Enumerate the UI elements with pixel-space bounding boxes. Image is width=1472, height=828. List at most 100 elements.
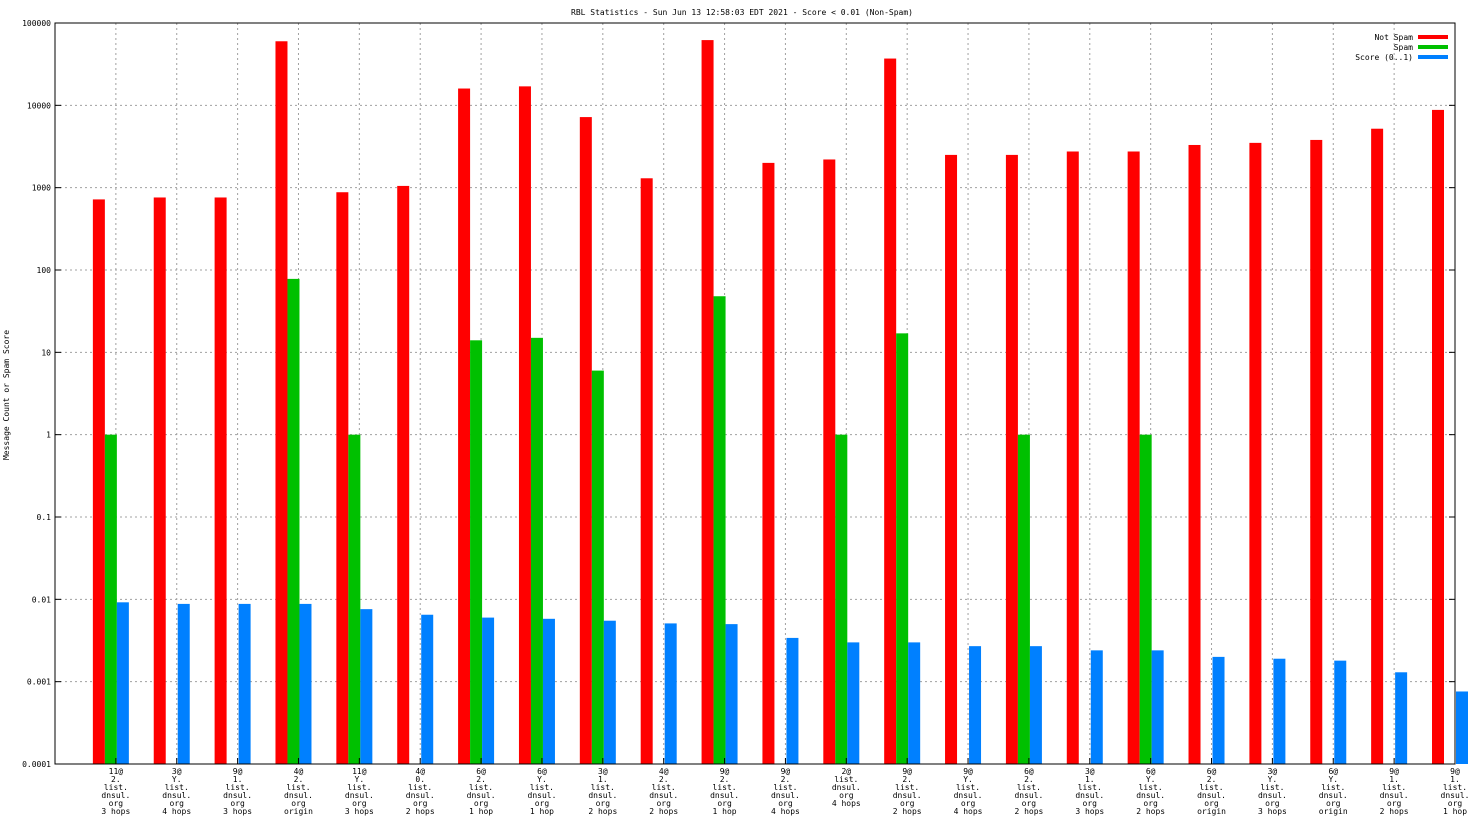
x-tick-label: 9@ Y. list. dnsul. org 4 hops xyxy=(954,767,983,816)
bar-not-spam xyxy=(92,199,105,764)
bar-not-spam xyxy=(214,197,227,764)
x-tick-label: 6@ 2. list. dnsul. org origin xyxy=(1197,767,1226,816)
x-tick-label: 9@ 1. list. dnsul. org 1 hop xyxy=(1441,767,1470,816)
x-tick-label: 9@ 2. list. dnsul. org 1 hop xyxy=(710,767,739,816)
bar-score-0-1- xyxy=(1151,650,1164,764)
bar-score-0-1- xyxy=(1029,646,1042,764)
bar-spam xyxy=(835,434,848,764)
bar-not-spam xyxy=(275,41,288,764)
legend-swatch xyxy=(1418,45,1448,49)
x-tick-label: 11@ 2. list. dnsul. org 3 hops xyxy=(101,767,130,816)
bar-spam xyxy=(530,337,543,764)
x-tick-label: 3@ 1. list. dnsul. org 2 hops xyxy=(588,767,617,816)
bar-spam xyxy=(713,296,726,764)
bar-not-spam xyxy=(458,88,471,764)
x-tick-label: 4@ 2. list. dnsul. org origin xyxy=(284,767,313,816)
x-tick-label: 2@ list. dnsul. org 4 hops xyxy=(832,767,861,808)
bar-spam xyxy=(1017,434,1030,764)
bar-score-0-1- xyxy=(969,646,982,764)
bar-spam xyxy=(1139,434,1152,764)
grid-lines xyxy=(55,23,1456,764)
y-tick-label: 0.001 xyxy=(27,678,51,687)
chart-title: RBL Statistics - Sun Jun 13 12:58:03 EDT… xyxy=(571,8,913,17)
bar-spam xyxy=(896,333,909,764)
bar-score-0-1- xyxy=(1456,691,1468,764)
bar-score-0-1- xyxy=(664,623,677,764)
plot-frame xyxy=(54,22,1456,765)
x-tick-label: 3@ Y. list. dnsul. org 3 hops xyxy=(1258,767,1287,816)
bar-score-0-1- xyxy=(116,602,129,764)
bar-spam xyxy=(287,278,300,764)
y-tick-label: 1000 xyxy=(32,184,51,193)
y-tick-label: 0.1 xyxy=(37,513,52,522)
y-tick-label: 0.0001 xyxy=(22,760,51,769)
x-tick-label: 11@ Y. list. dnsul. org 3 hops xyxy=(345,767,374,816)
bar-not-spam xyxy=(640,178,653,764)
bar-not-spam xyxy=(1249,142,1262,765)
bars xyxy=(92,40,1468,765)
bar-not-spam xyxy=(823,159,836,764)
bar-score-0-1- xyxy=(421,614,434,764)
x-tick-label: 9@ 1. list. dnsul. org 2 hops xyxy=(1380,767,1409,816)
y-tick-label: 100 xyxy=(37,266,52,275)
x-tick-label: 6@ Y. list. dnsul. org origin xyxy=(1319,767,1348,816)
bar-spam xyxy=(470,340,483,764)
bar-spam xyxy=(104,434,117,764)
legend-label: Spam xyxy=(1394,43,1413,52)
x-tick-label: 6@ Y. list. dnsul. org 1 hop xyxy=(528,767,557,816)
x-tick-label: 4@ 2. list. dnsul. org 2 hops xyxy=(649,767,678,816)
bar-not-spam xyxy=(1371,128,1384,765)
bar-not-spam xyxy=(1310,139,1323,764)
y-tick-label: 10 xyxy=(41,348,51,357)
bar-score-0-1- xyxy=(482,617,495,764)
bar-not-spam xyxy=(518,86,531,765)
bar-score-0-1- xyxy=(360,609,373,764)
x-tick-label: 6@ Y. list. dnsul. org 2 hops xyxy=(1136,767,1165,816)
y-tick-label: 10000 xyxy=(27,101,51,110)
bar-not-spam xyxy=(701,40,714,765)
bar-spam xyxy=(591,370,604,764)
bar-score-0-1- xyxy=(1395,672,1408,764)
bar-score-0-1- xyxy=(1090,650,1103,764)
bar-not-spam xyxy=(579,117,592,764)
bar-not-spam xyxy=(397,185,410,764)
bar-not-spam xyxy=(1188,144,1201,764)
bar-not-spam xyxy=(1005,154,1018,764)
y-axis-ticks: 0.0001 0.001 0.01 0.1 1 10 100 1000 10000 100000 xyxy=(22,19,1455,769)
bar-score-0-1- xyxy=(847,642,860,764)
y-tick-label: 0.01 xyxy=(32,595,51,604)
bar-not-spam xyxy=(336,192,349,764)
bar-not-spam xyxy=(1432,109,1444,765)
bar-score-0-1- xyxy=(725,624,738,764)
bar-score-0-1- xyxy=(177,603,190,764)
bar-not-spam xyxy=(762,162,775,765)
bar-spam xyxy=(348,434,361,764)
bar-score-0-1- xyxy=(299,603,312,764)
bar-score-0-1- xyxy=(1273,658,1286,764)
bar-score-0-1- xyxy=(1334,660,1347,764)
bar-score-0-1- xyxy=(603,620,616,764)
bar-score-0-1- xyxy=(908,642,921,764)
bar-score-0-1- xyxy=(1212,656,1225,764)
bar-score-0-1- xyxy=(542,618,555,764)
y-axis-label: Message Count or Spam Score xyxy=(2,330,11,460)
bar-not-spam xyxy=(884,58,897,764)
bar-not-spam xyxy=(945,154,958,764)
legend-swatch xyxy=(1418,55,1448,59)
bar-not-spam xyxy=(1066,151,1079,764)
x-tick-label: 9@ 2. list. dnsul. org 2 hops xyxy=(893,767,922,816)
legend-label: Not Spam xyxy=(1374,33,1413,42)
bar-score-0-1- xyxy=(238,603,251,764)
bar-score-0-1- xyxy=(786,637,799,764)
bar-not-spam xyxy=(153,197,166,764)
legend-label: Score (0..1) xyxy=(1355,53,1413,62)
x-tick-label: 4@ 0. list. dnsul. org 2 hops xyxy=(406,767,435,816)
x-axis-ticks: 11@ 2. list. dnsul. org 3 hops 3@ Y. list. dnsul.… xyxy=(101,758,1469,816)
x-tick-label: 6@ 2. list. dnsul. org 2 hops xyxy=(1014,767,1043,816)
bar-not-spam xyxy=(1127,151,1140,764)
x-tick-label: 9@ 2. list. dnsul. org 4 hops xyxy=(771,767,800,816)
x-tick-label: 9@ 1. list. dnsul. org 3 hops xyxy=(223,767,252,816)
x-tick-label: 6@ 2. list. dnsul. org 1 hop xyxy=(467,767,496,816)
